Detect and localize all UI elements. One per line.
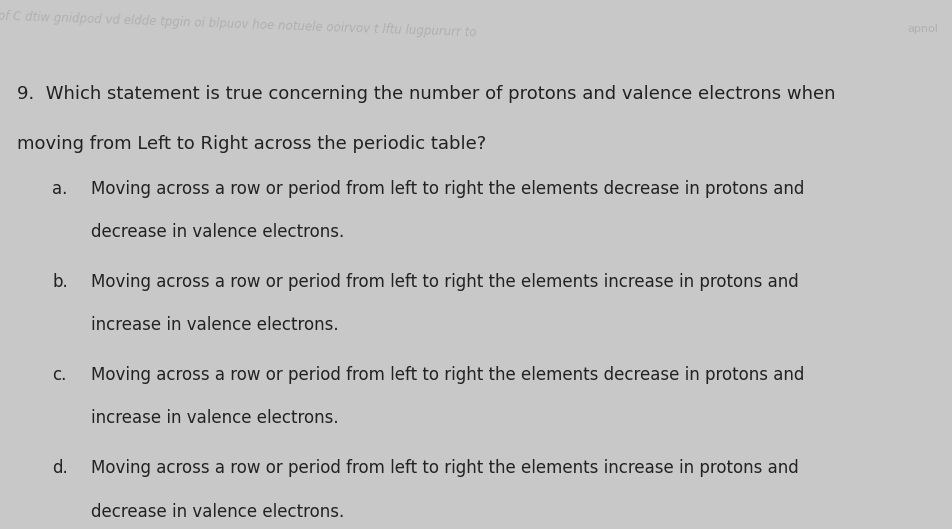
Text: 9.  Which statement is true concerning the number of protons and valence electro: 9. Which statement is true concerning th… (17, 85, 835, 103)
Text: c.: c. (52, 366, 67, 384)
Text: a.: a. (52, 180, 68, 198)
Text: aspmbrof C dtiw gnidpod vd eldde tpgin oi blpuov hoe notuele ooirvov t lftu lugp: aspmbrof C dtiw gnidpod vd eldde tpgin o… (0, 8, 476, 39)
Text: b.: b. (52, 273, 69, 291)
Text: Moving across a row or period from left to right the elements increase in proton: Moving across a row or period from left … (90, 273, 798, 291)
Text: increase in valence electrons.: increase in valence electrons. (90, 316, 338, 334)
Text: Moving across a row or period from left to right the elements decrease in proton: Moving across a row or period from left … (90, 180, 803, 198)
Text: Moving across a row or period from left to right the elements increase in proton: Moving across a row or period from left … (90, 459, 798, 477)
Text: decrease in valence electrons.: decrease in valence electrons. (90, 503, 344, 521)
Text: d.: d. (52, 459, 69, 477)
Text: Moving across a row or period from left to right the elements decrease in proton: Moving across a row or period from left … (90, 366, 803, 384)
Text: decrease in valence electrons.: decrease in valence electrons. (90, 223, 344, 241)
Text: increase in valence electrons.: increase in valence electrons. (90, 409, 338, 427)
Text: apnol: apnol (907, 24, 938, 34)
Text: moving from Left to Right across the periodic table?: moving from Left to Right across the per… (17, 135, 486, 153)
